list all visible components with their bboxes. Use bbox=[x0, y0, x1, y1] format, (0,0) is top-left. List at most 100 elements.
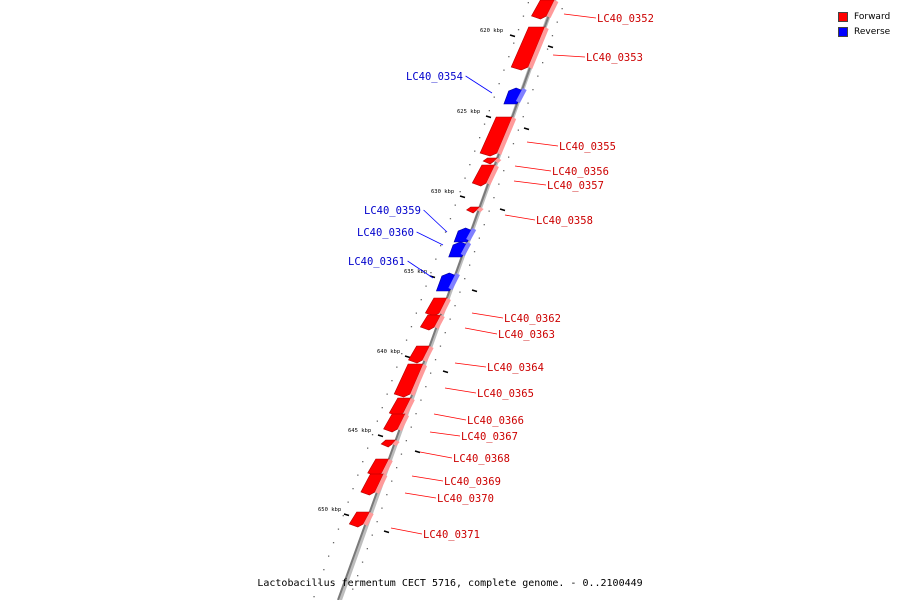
gene-block-side bbox=[403, 398, 415, 415]
gene-block-side bbox=[363, 512, 374, 526]
ruler-dot bbox=[459, 291, 461, 293]
ruler-dot bbox=[464, 177, 466, 179]
gene-feature: LC40_0364 bbox=[408, 345, 544, 374]
forward-gene-block bbox=[348, 511, 371, 528]
gene-block-side bbox=[497, 117, 517, 155]
gene-block-side bbox=[381, 459, 393, 475]
gene-block-side bbox=[528, 27, 549, 69]
ruler-dot bbox=[551, 35, 554, 37]
gene-leader-line bbox=[423, 209, 448, 233]
ruler-dot bbox=[527, 102, 529, 104]
gene-leader-line bbox=[504, 214, 536, 221]
ruler-dot bbox=[435, 258, 437, 260]
ruler-dot bbox=[371, 434, 374, 436]
scale-label: 620 kbp bbox=[480, 28, 503, 34]
legend-reverse-label: Reverse bbox=[854, 26, 891, 37]
ruler-dot bbox=[415, 413, 417, 415]
gene-leader-line bbox=[563, 13, 597, 19]
forward-gene-block bbox=[383, 413, 406, 433]
ruler-dot bbox=[508, 156, 510, 158]
gene-label: LC40_0368 bbox=[453, 453, 510, 465]
scale-tick bbox=[471, 289, 478, 293]
gene-leader-line bbox=[514, 165, 552, 172]
ruler-dot bbox=[561, 8, 563, 10]
ruler-dot bbox=[513, 42, 515, 44]
gene-block-side bbox=[460, 242, 472, 256]
gene-label: LC40_0362 bbox=[504, 313, 561, 325]
gene-label: LC40_0361 bbox=[348, 256, 405, 268]
ruler-dot bbox=[444, 231, 447, 233]
gene-block-side bbox=[439, 298, 451, 315]
ruler-dot bbox=[517, 129, 519, 131]
gene-label: LC40_0369 bbox=[444, 476, 501, 488]
gene-feature: LC40_0370 bbox=[360, 473, 494, 505]
gene-block-side bbox=[392, 440, 400, 446]
gene-block-side bbox=[374, 474, 388, 494]
scale-tick bbox=[414, 450, 421, 454]
ruler-dot bbox=[318, 582, 320, 584]
ruler-dot bbox=[522, 15, 525, 17]
forward-gene-block bbox=[531, 0, 555, 20]
ruler-dot bbox=[420, 399, 422, 401]
gene-features: LC40_0352 LC40_0353 LC40_0354 LC40_0355 LC40… bbox=[348, 0, 654, 541]
gene-label: LC40_0365 bbox=[477, 388, 534, 400]
gene-leader-line bbox=[444, 387, 477, 394]
gene-label: LC40_0356 bbox=[552, 166, 609, 178]
gene-leader-line bbox=[471, 312, 504, 319]
gene-leader-line bbox=[552, 54, 586, 58]
ruler-dot bbox=[488, 110, 490, 112]
scale-tick bbox=[377, 434, 384, 438]
forward-gene-block bbox=[482, 157, 499, 165]
gene-label: LC40_0354 bbox=[406, 71, 463, 83]
gene-block-side bbox=[515, 88, 527, 103]
ruler-dot bbox=[352, 588, 354, 590]
ruler-dot bbox=[556, 21, 558, 23]
ruler-dot bbox=[478, 237, 480, 239]
gene-feature: LC40_0357 bbox=[471, 164, 604, 192]
gene-leader-line bbox=[429, 431, 461, 437]
gene-leader-line bbox=[411, 475, 444, 482]
gene-block-side bbox=[494, 158, 502, 163]
scale-label: 625 kbp bbox=[457, 109, 480, 115]
ruler-dot bbox=[391, 380, 393, 382]
ruler-dot bbox=[381, 407, 383, 409]
ruler-dot bbox=[313, 596, 315, 598]
gene-label: LC40_0359 bbox=[364, 205, 421, 217]
scale-tick bbox=[509, 34, 516, 38]
ruler-dots bbox=[313, 2, 563, 598]
forward-gene-block bbox=[479, 116, 513, 157]
ruler-dot bbox=[488, 210, 490, 212]
ruler-dot bbox=[449, 218, 452, 220]
gene-feature: LC40_0360 bbox=[357, 227, 472, 258]
ruler-dot bbox=[410, 326, 413, 328]
ruler-dot bbox=[347, 501, 349, 503]
ruler-dot bbox=[367, 447, 369, 449]
ruler-dot bbox=[493, 96, 495, 98]
ruler-dot bbox=[527, 2, 529, 4]
gene-feature: LC40_0361 bbox=[348, 256, 460, 292]
ruler-dot bbox=[362, 461, 364, 463]
scale-label: 640 kbp bbox=[377, 349, 400, 355]
gene-block-side bbox=[448, 273, 460, 290]
ruler-dot bbox=[410, 426, 412, 428]
ruler-dot bbox=[522, 116, 524, 118]
gene-block-side bbox=[397, 414, 410, 431]
scale-label: 645 kbp bbox=[348, 428, 371, 434]
ruler-dot bbox=[405, 339, 408, 341]
gene-leader-line bbox=[419, 451, 453, 459]
ruler-dot bbox=[537, 75, 539, 77]
gene-block-side bbox=[410, 364, 428, 396]
ruler-dot bbox=[332, 542, 335, 544]
gene-label: LC40_0358 bbox=[536, 215, 593, 227]
gene-feature: LC40_0358 bbox=[466, 206, 593, 227]
ruler-dot bbox=[508, 56, 510, 58]
ruler-dot bbox=[444, 332, 446, 334]
genome-caption: Lactobacillus fermentum CECT 5716, compl… bbox=[257, 578, 643, 589]
ruler-dot bbox=[498, 183, 500, 185]
gene-leader-line bbox=[416, 231, 444, 246]
ruler-dot bbox=[546, 48, 549, 50]
ruler-dot bbox=[469, 264, 471, 266]
forward-gene-block bbox=[424, 297, 448, 317]
gene-feature: LC40_0371 bbox=[348, 511, 480, 541]
ruler-dot bbox=[328, 555, 330, 557]
